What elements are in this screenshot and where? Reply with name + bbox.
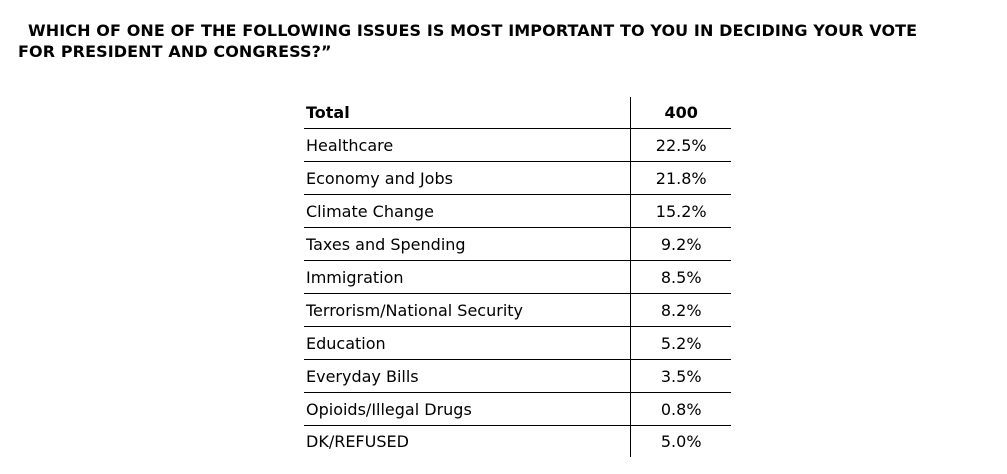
table-row: Climate Change 15.2% <box>304 194 731 228</box>
header-label: Total <box>304 97 631 129</box>
row-label: Taxes and Spending <box>304 227 631 261</box>
table-header-row: Total 400 <box>304 97 731 129</box>
row-value: 21.8% <box>630 161 731 195</box>
row-label: Immigration <box>304 260 631 294</box>
row-value: 3.5% <box>630 359 731 393</box>
question-line-2: FOR PRESIDENT AND CONGRESS?” <box>18 42 332 61</box>
row-value: 9.2% <box>630 227 731 261</box>
row-label: Healthcare <box>304 128 631 162</box>
table-row: Healthcare 22.5% <box>304 128 731 162</box>
row-value: 5.0% <box>630 425 731 457</box>
row-label: Opioids/Illegal Drugs <box>304 392 631 426</box>
row-value: 5.2% <box>630 326 731 360</box>
row-label: Terrorism/National Security <box>304 293 631 327</box>
row-value: 15.2% <box>630 194 731 228</box>
row-label: Economy and Jobs <box>304 161 631 195</box>
row-label: Education <box>304 326 631 360</box>
table-row: Opioids/Illegal Drugs 0.8% <box>304 392 731 426</box>
table-row: Terrorism/National Security 8.2% <box>304 293 731 327</box>
table-row: Taxes and Spending 9.2% <box>304 227 731 261</box>
row-label: DK/REFUSED <box>306 432 409 451</box>
row-label: Everyday Bills <box>304 359 631 393</box>
row-value: 22.5% <box>630 128 731 162</box>
results-table: Total 400 Healthcare 22.5% Economy and J… <box>304 97 731 457</box>
table-row: Economy and Jobs 21.8% <box>304 161 731 195</box>
row-label: Climate Change <box>304 194 631 228</box>
question-heading: WHICH OF ONE OF THE FOLLOWING ISSUES IS … <box>18 20 1003 62</box>
table-row: DK/REFUSED 5.0% <box>304 425 731 457</box>
row-value: 8.5% <box>630 260 731 294</box>
question-line-1: WHICH OF ONE OF THE FOLLOWING ISSUES IS … <box>28 21 918 40</box>
table-row: Immigration 8.5% <box>304 260 731 294</box>
table-row: Everyday Bills 3.5% <box>304 359 731 393</box>
header-value: 400 <box>630 97 731 129</box>
row-value: 0.8% <box>630 392 731 426</box>
row-value: 8.2% <box>630 293 731 327</box>
table-row: Education 5.2% <box>304 326 731 360</box>
